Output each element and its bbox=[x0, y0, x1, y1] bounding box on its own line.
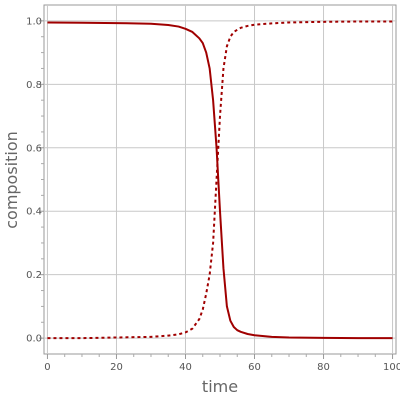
grid-lines bbox=[44, 5, 396, 354]
x-tick-label: 20 bbox=[110, 362, 123, 373]
y-tick-label: 1.0 bbox=[26, 16, 42, 27]
plot-frame bbox=[43, 4, 397, 355]
x-tick-label: 60 bbox=[248, 362, 261, 373]
x-axis-label: time bbox=[202, 377, 238, 396]
series-lines bbox=[47, 20, 393, 340]
x-tick-label: 100 bbox=[383, 362, 400, 373]
y-tick-label: 0.6 bbox=[26, 143, 42, 154]
y-tick-label: 0.0 bbox=[26, 334, 42, 345]
y-tick-label: 0.8 bbox=[26, 80, 42, 91]
y-axis-label: composition bbox=[2, 131, 21, 229]
axis-ticks: 0 20 40 60 80 100 0.0 0.2 0.4 0.6 0.8 1.0 bbox=[26, 16, 400, 373]
x-tick-label: 80 bbox=[317, 362, 330, 373]
y-tick-label: 0.2 bbox=[26, 270, 42, 281]
series-line-dashed bbox=[47, 20, 393, 340]
x-tick-label: 40 bbox=[179, 362, 192, 373]
series-line-solid bbox=[47, 21, 393, 340]
x-tick-label: 0 bbox=[44, 362, 50, 373]
y-tick-label: 0.4 bbox=[26, 207, 42, 218]
